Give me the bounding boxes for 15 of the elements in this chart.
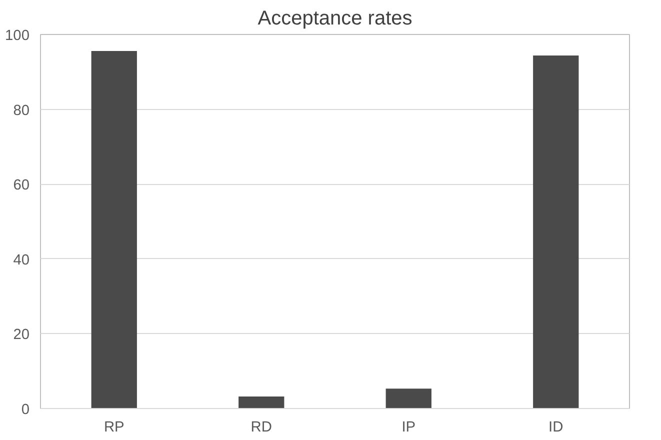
x-tick-label: IP — [402, 420, 416, 436]
y-tick-label: 100 — [5, 28, 30, 44]
bar — [533, 55, 579, 408]
y-tick-label: 0 — [21, 402, 30, 418]
x-tick-label: RD — [250, 420, 272, 436]
bar — [238, 396, 284, 408]
x-tick-label: ID — [548, 420, 564, 436]
bar — [386, 388, 432, 408]
bar — [91, 50, 137, 408]
y-tick-label: 40 — [13, 252, 30, 268]
y-tick-label: 20 — [13, 327, 30, 344]
chart-title: Acceptance rates — [258, 8, 412, 30]
y-tick-label: 60 — [13, 178, 30, 194]
y-tick-label: 80 — [13, 102, 30, 119]
x-tick-label: RP — [104, 420, 124, 436]
